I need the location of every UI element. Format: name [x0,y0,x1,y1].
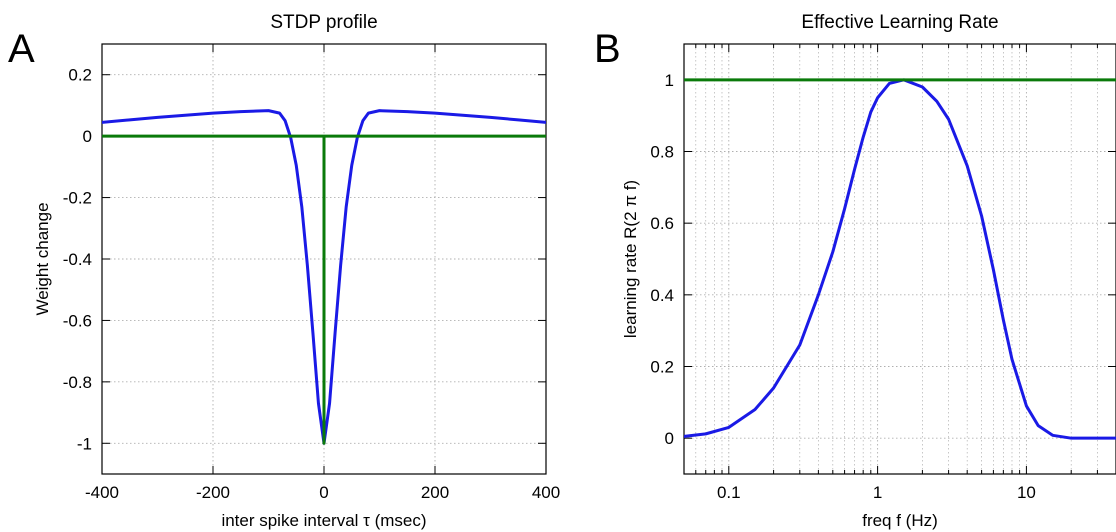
panel-letter: A [8,27,35,71]
x-axis-label: freq f (Hz) [862,511,938,530]
y-tick-label: -0.8 [63,373,92,392]
y-tick-label: 0.6 [650,214,674,233]
y-tick-label: 0.4 [650,286,674,305]
y-tick-label: 0.8 [650,143,674,162]
y-tick-label: -0.6 [63,311,92,330]
series-line-1 [684,78,1116,440]
series-line-2 [102,134,546,445]
x-tick-label: 200 [421,483,449,502]
plot-area [684,44,1116,474]
y-tick-label: -1 [77,434,92,453]
y-axis-label: learning rate R(2 π f) [621,180,640,338]
y-tick-label: -0.2 [63,189,92,208]
chart-title: STDP profile [270,12,377,33]
chart-title: Effective Learning Rate [801,12,998,33]
panel-letter: B [594,27,621,71]
y-tick-label: -0.4 [63,250,92,269]
axes-box [683,43,1116,475]
y-tick-label: 1 [665,71,674,90]
x-tick-label: 400 [532,483,560,502]
y-tick-label: 0 [665,429,674,448]
y-axis-label: Weight change [33,202,52,315]
chart-panel-b: 0.1 1 10 1 0.8 0.6 0.4 0.2 0 Effective Learning R… [594,12,1116,530]
x-tick-label: 1 [873,483,882,502]
y-tick-label: 0 [83,127,92,146]
x-tick-label: -400 [85,483,119,502]
x-tick-label: 0 [319,483,328,502]
y-tick-label: 0.2 [650,358,674,377]
chart-panel-a: -400 -200 0 200 400 0.2 0 -0.2 -0.4 -0.6 -0.8 -1 STD… [8,12,560,530]
y-tick-label: 0.2 [68,66,92,85]
x-tick-label: -200 [196,483,230,502]
x-tick-label: 10 [1017,483,1036,502]
x-tick-label: 0.1 [717,483,741,502]
x-axis-label: inter spike interval τ (msec) [221,511,426,530]
